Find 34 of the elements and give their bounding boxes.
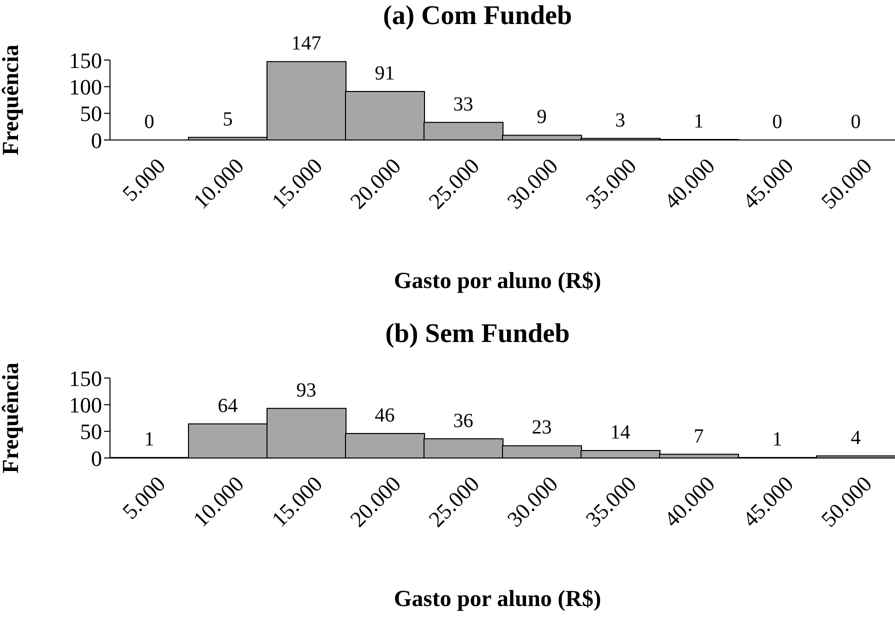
data-label: 147 <box>291 32 322 55</box>
y-tick-label: 50 <box>80 419 102 444</box>
data-label: 91 <box>374 62 395 84</box>
data-label: 64 <box>218 394 238 417</box>
y-tick-label: 100 <box>69 74 102 100</box>
data-label: 7 <box>694 425 704 448</box>
data-label: 14 <box>610 422 630 444</box>
data-label: 5 <box>222 108 233 130</box>
y-axis-title: Frequência <box>0 362 24 474</box>
data-label: 0 <box>850 111 861 133</box>
x-axis-title: Gasto por aluno (R$) <box>392 268 602 294</box>
y-tick-label: 0 <box>91 128 102 153</box>
data-label: 0 <box>144 111 154 133</box>
chart-title: (b) Sem Fundeb <box>384 318 571 348</box>
y-tick-label: 100 <box>69 392 102 418</box>
data-label: 4 <box>850 426 861 449</box>
data-label: 3 <box>615 109 626 132</box>
y-tick-label: 50 <box>80 101 102 126</box>
data-label: 46 <box>374 404 395 426</box>
y-tick-label: 150 <box>69 48 102 73</box>
y-axis-title: Frequência <box>0 44 24 156</box>
chart-title: (a) Com Fundeb <box>382 0 573 30</box>
data-label: 1 <box>694 110 704 132</box>
data-label: 36 <box>453 410 474 432</box>
y-tick-label: 0 <box>91 446 102 471</box>
data-label: 0 <box>772 111 782 133</box>
y-tick-label: 150 <box>69 366 102 391</box>
data-label: 1 <box>144 428 154 450</box>
x-axis-title: Gasto por aluno (R$) <box>392 586 602 612</box>
data-label: 9 <box>536 106 547 128</box>
data-label: 93 <box>296 379 316 402</box>
data-label: 33 <box>453 93 474 116</box>
data-label: 23 <box>532 416 552 439</box>
data-label: 1 <box>772 428 782 450</box>
